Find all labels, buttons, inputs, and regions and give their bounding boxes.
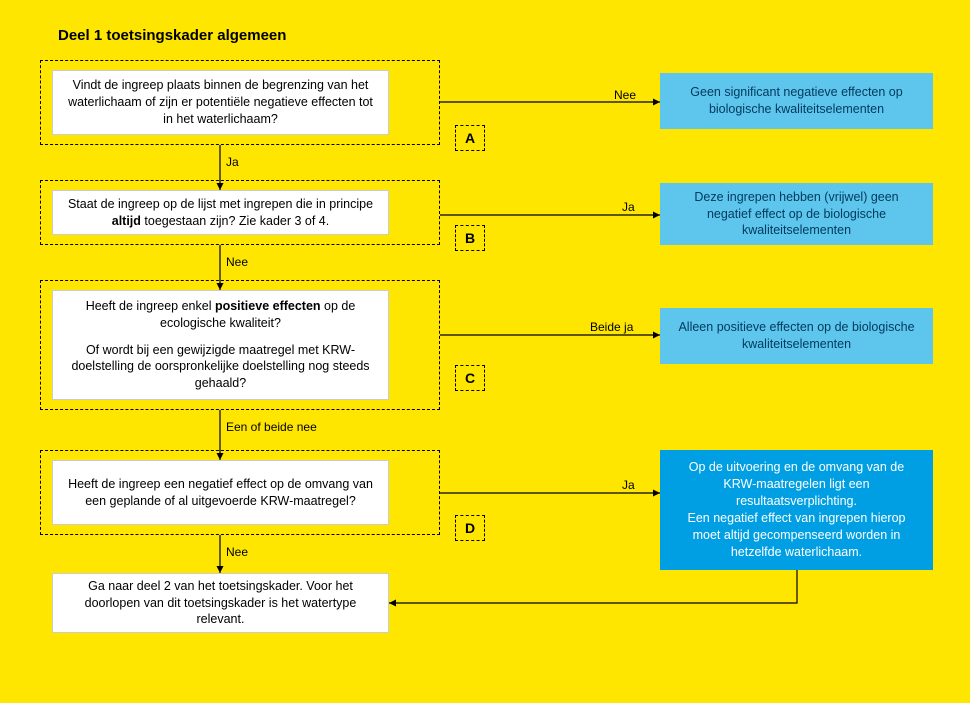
result-a-text: Geen significant negatieve effecten op b… (674, 84, 919, 118)
result-a: Geen significant negatieve effecten op b… (660, 73, 933, 129)
label-b-right: Ja (622, 200, 635, 214)
result-b-text: Deze ingrepen hebben (vrijwel) geen nega… (674, 189, 919, 240)
label-a-down: Ja (226, 155, 239, 169)
b-bold: altijd (112, 214, 141, 228)
question-d: Heeft de ingreep een negatief effect op … (52, 460, 389, 525)
result-d: Op de uitvoering en de omvang van de KRW… (660, 450, 933, 570)
tag-c: C (455, 365, 485, 391)
b-post: toegestaan zijn? Zie kader 3 of 4. (141, 214, 329, 228)
c1-pre: Heeft de ingreep enkel (86, 299, 215, 313)
label-d-down: Nee (226, 545, 248, 559)
label-c-down: Een of beide nee (226, 420, 317, 434)
question-b-text: Staat de ingreep op de lijst met ingrepe… (65, 196, 376, 230)
question-a: Vindt de ingreep plaats binnen de begren… (52, 70, 389, 135)
question-c-line2: Of wordt bij een gewijzigde maatregel me… (65, 342, 376, 393)
question-a-text: Vindt de ingreep plaats binnen de begren… (65, 77, 376, 128)
result-c: Alleen positieve effecten op de biologis… (660, 308, 933, 364)
final-text: Ga naar deel 2 van het toetsingskader. V… (65, 578, 376, 629)
tag-d: D (455, 515, 485, 541)
result-d-text: Op de uitvoering en de omvang van de KRW… (674, 459, 919, 560)
label-a-right: Nee (614, 88, 636, 102)
question-d-text: Heeft de ingreep een negatief effect op … (65, 476, 376, 510)
result-b: Deze ingrepen hebben (vrijwel) geen nega… (660, 183, 933, 245)
question-b: Staat de ingreep op de lijst met ingrepe… (52, 190, 389, 235)
tag-a: A (455, 125, 485, 151)
label-d-right: Ja (622, 478, 635, 492)
label-c-right: Beide ja (590, 320, 633, 334)
section-title: Deel 1 toetsingskader algemeen (58, 27, 286, 44)
question-c-line1: Heeft de ingreep enkel positieve effecte… (65, 298, 376, 332)
c1-bold: positieve effecten (215, 299, 321, 313)
question-c: Heeft de ingreep enkel positieve effecte… (52, 290, 389, 400)
final-box: Ga naar deel 2 van het toetsingskader. V… (52, 573, 389, 633)
b-pre: Staat de ingreep op de lijst met ingrepe… (68, 197, 373, 211)
spacer (65, 332, 376, 342)
tag-b: B (455, 225, 485, 251)
label-b-down: Nee (226, 255, 248, 269)
result-c-text: Alleen positieve effecten op de biologis… (674, 319, 919, 353)
